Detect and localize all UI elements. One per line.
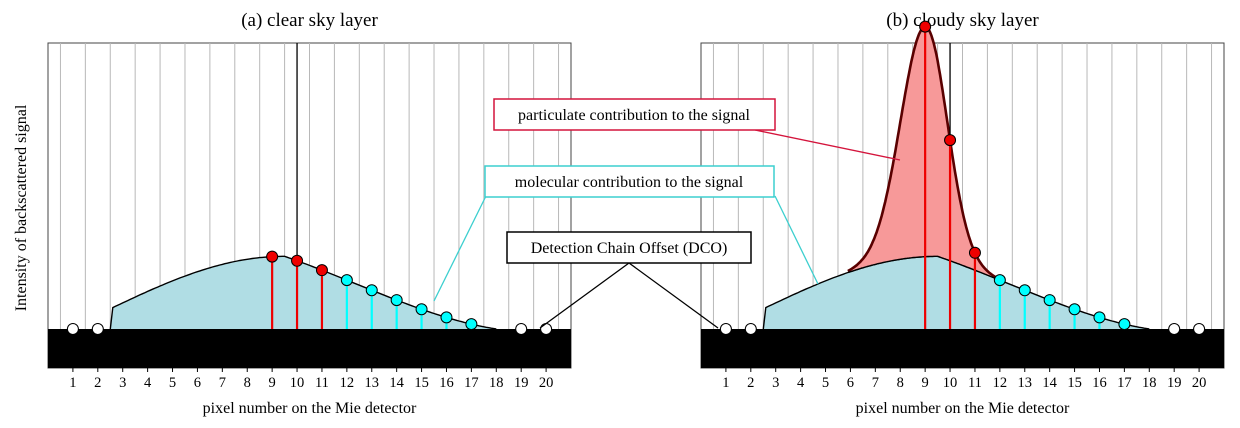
x-tick-label: 4 [144,375,152,391]
y-axis-label: Intensity of backscattered signal [13,104,30,311]
molecular-marker [340,274,353,287]
x-tick-label: 8 [244,375,251,391]
dco-callout-box [506,231,752,264]
offset-marker [744,323,757,335]
x-axis-label: pixel number on the Mie detector [856,400,1070,417]
x-tick-label: 20 [1192,375,1207,391]
molecular-marker [1093,311,1106,324]
dco-callout-leader-a [539,262,630,329]
offset-marker [719,323,732,335]
particulate-callout-box [493,98,776,131]
x-tick-label: 7 [872,375,879,391]
x-tick-label: 1 [69,375,76,391]
particulate-marker [315,264,328,277]
molecular-marker [1043,294,1056,307]
particulate-marker [919,20,932,33]
molecular-marker [1118,318,1131,331]
panel-a: (a) clear sky layer pixel number on the M… [47,10,572,417]
molecular-marker [993,274,1006,287]
x-tick-label: 12 [340,375,355,391]
x-tick-label: 19 [1167,375,1182,391]
x-tick-label: 17 [464,375,479,391]
x-tick-label: 8 [897,375,904,391]
molecular-area [763,256,1150,329]
particulate-marker [291,254,304,267]
dco-offset-bar [48,329,571,368]
x-tick-label: 1 [722,375,729,391]
x-tick-label: 5 [169,375,176,391]
panel-title: (a) clear sky layer [241,10,378,31]
particulate-marker [266,250,279,263]
panels: (a) clear sky layer pixel number on the M… [47,10,1225,417]
x-tick-label: 19 [514,375,529,391]
x-tick-label: 20 [539,375,554,391]
molecular-marker [1068,303,1081,316]
particulate-area [847,26,1000,281]
dco-callout-leader-b [628,262,719,329]
x-tick-label: 3 [119,375,126,391]
particulate-callout-leader [754,129,901,161]
x-tick-label: 13 [365,375,380,391]
x-tick-label: 18 [1142,375,1157,391]
molecular-marker [390,294,403,307]
x-tick-label: 18 [489,375,504,391]
x-tick-label: 9 [922,375,929,391]
molecular-area [110,256,497,329]
molecular-marker [415,303,428,316]
x-tick-label: 13 [1018,375,1033,391]
offset-marker [540,323,553,335]
x-tick-label: 14 [1042,375,1057,391]
x-tick-label: 11 [315,375,329,391]
x-tick-label: 4 [797,375,805,391]
molecular-marker [1018,284,1031,297]
molecular-callout-text: molecular contribution to the signal [515,174,744,191]
x-tick-label: 7 [219,375,226,391]
molecular-marker [465,318,478,331]
callouts: particulate contribution to the signal m… [433,98,901,329]
x-tick-label: 5 [822,375,829,391]
offset-marker [1168,323,1181,335]
x-tick-label: 15 [414,375,429,391]
x-tick-label: 2 [94,375,101,391]
x-tick-label: 16 [1092,375,1107,391]
x-tick-label: 15 [1067,375,1082,391]
x-tick-label: 10 [943,375,958,391]
molecular-callout-leader-a [433,195,487,302]
dco-offset-bar [701,329,1224,368]
offset-marker [1193,323,1206,335]
x-tick-label: 14 [389,375,404,391]
molecular-callout-leader-b [774,195,819,285]
particulate-callout-text: particulate contribution to the signal [518,107,750,124]
dco-callout-text: Detection Chain Offset (DCO) [531,240,728,257]
x-tick-label: 11 [968,375,982,391]
x-tick-label: 6 [194,375,201,391]
x-axis-label: pixel number on the Mie detector [203,400,417,417]
x-tick-label: 6 [847,375,854,391]
x-tick-label: 10 [290,375,305,391]
molecular-callout-box [484,165,775,198]
particulate-marker [968,246,981,259]
panel-b: (b) cloudy sky layer pixel number on the … [700,10,1225,417]
offset-marker [515,323,528,335]
molecular-marker [440,311,453,324]
x-tick-label: 3 [772,375,779,391]
x-tick-label: 2 [747,375,754,391]
panel-title: (b) cloudy sky layer [886,10,1039,31]
particulate-marker [944,134,957,147]
x-tick-label: 12 [993,375,1008,391]
offset-marker [91,323,104,335]
x-tick-label: 16 [439,375,454,391]
x-tick-label: 17 [1117,375,1132,391]
x-tick-label: 9 [269,375,276,391]
offset-marker [66,323,79,335]
molecular-marker [365,284,378,297]
